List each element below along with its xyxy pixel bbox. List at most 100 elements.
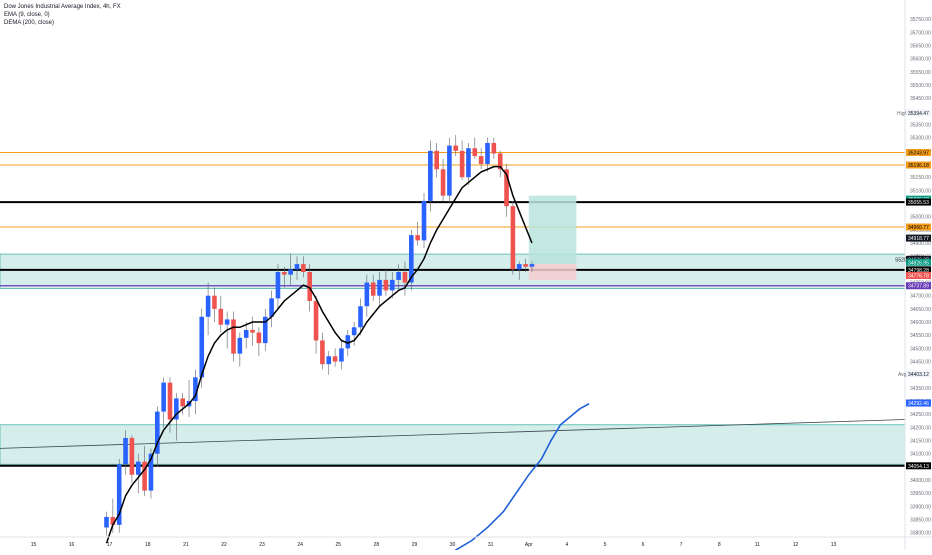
x-tick-label: 29: [412, 542, 418, 548]
x-tick-label: 12: [793, 542, 799, 548]
candle-body: [326, 356, 332, 365]
candle-body: [123, 437, 128, 465]
candle-body: [383, 279, 389, 291]
candle-body: [212, 295, 217, 309]
candle-body: [142, 461, 147, 491]
candle-body: [129, 437, 135, 475]
x-tick-label: 17: [107, 542, 113, 548]
candle-body: [459, 150, 465, 178]
candle-body: [364, 282, 370, 307]
price-tag-bg: [906, 148, 931, 156]
y-tick-label: 34650.00: [910, 307, 931, 313]
y-tick-label: 33900.00: [910, 504, 931, 510]
price-tag-bg: [906, 282, 931, 290]
candle-body: [447, 145, 452, 196]
price-tag-bg: [906, 161, 931, 169]
y-tick-label: 35150.00: [910, 175, 931, 181]
candle-body: [256, 332, 262, 344]
x-tick-label: 30: [450, 542, 456, 548]
high-tag-bg: [906, 109, 931, 117]
avg-value: 34403.12: [908, 372, 929, 378]
candle-body: [472, 148, 478, 157]
x-tick-label: 28: [374, 542, 380, 548]
candle-body: [243, 329, 249, 338]
candle-body: [510, 206, 516, 270]
y-tick-label: 33950.00: [910, 491, 931, 497]
x-tick-label: Apr: [525, 542, 533, 548]
candle-body: [396, 272, 401, 280]
support-zone-2: [0, 424, 906, 465]
candle-body: [205, 295, 211, 317]
price-tag-label: 34960.77: [908, 225, 929, 231]
y-tick-label: 34000.00: [910, 478, 931, 484]
dema-legend: DEMA (200, close): [4, 20, 55, 26]
candle-body: [523, 264, 528, 267]
candle-body: [440, 169, 446, 196]
candle-body: [167, 382, 173, 420]
avg-tag-bg: [906, 370, 931, 378]
y-tick-label: 34900.00: [910, 241, 931, 247]
candle-body: [288, 269, 293, 275]
price-tag-bg: [906, 223, 931, 231]
candle-body: [529, 264, 535, 267]
price-tag-label: 34054.13: [908, 464, 929, 470]
y-tick-label: 35000.00: [910, 215, 931, 221]
y-tick-label: 35750.00: [910, 17, 931, 23]
sell-prefix-label: S520: [895, 257, 907, 263]
candle-body: [161, 382, 166, 412]
candle-body: [104, 516, 109, 528]
candle-body: [135, 461, 141, 475]
y-tick-label: 34950.00: [910, 228, 931, 234]
x-tick-label: 31: [488, 542, 494, 548]
candle-body: [110, 516, 116, 525]
candle-body: [193, 377, 198, 402]
candle-body: [231, 319, 236, 354]
candle-body: [428, 150, 433, 201]
high-label: High: [897, 111, 908, 117]
x-tick-label: 15: [31, 542, 37, 548]
candle-body: [301, 264, 306, 272]
x-tick-label: 4: [565, 542, 568, 548]
x-tick-label: 21: [183, 542, 189, 548]
ema-line: [105, 165, 533, 544]
candle-body: [116, 464, 122, 525]
candle-body: [485, 142, 490, 165]
price-tag-bg: [906, 234, 931, 242]
candle-body: [313, 300, 319, 341]
y-tick-label: 35350.00: [910, 123, 931, 129]
y-tick-label: 35600.00: [910, 57, 931, 63]
x-tick-label: 5: [604, 542, 607, 548]
candle-body: [504, 169, 509, 207]
price-tag-label: 35055.53: [908, 200, 929, 206]
candle-body: [332, 356, 338, 362]
candle-body: [377, 279, 382, 296]
price-tag-label: 35196.18: [908, 163, 929, 169]
y-tick-label: 34500.00: [910, 346, 931, 352]
candle-body: [237, 337, 243, 354]
price-tag-bg: [906, 271, 931, 279]
avg-label: Avg: [898, 372, 907, 378]
chart-title: Dow Jones Industrial Average Index, 4h, …: [4, 4, 121, 10]
candle-body: [516, 264, 522, 270]
candle-body: [478, 156, 484, 165]
y-tick-label: 34550.00: [910, 333, 931, 339]
y-tick-label: 35700.00: [910, 30, 931, 36]
candle-body: [250, 329, 255, 333]
y-tick-label: 35450.00: [910, 96, 931, 102]
price-tag-bg: [906, 462, 931, 470]
price-tag-bg: [906, 266, 931, 274]
dema-line: [444, 402, 590, 555]
candle-body: [174, 398, 179, 420]
x-tick-label: 22: [221, 542, 227, 548]
candle-body: [351, 327, 357, 336]
y-tick-label: 34150.00: [910, 439, 931, 445]
candle-body: [466, 148, 471, 178]
y-tick-label: 34250.00: [910, 412, 931, 418]
y-tick-label: 33850.00: [910, 518, 931, 524]
y-tick-label: 34200.00: [910, 425, 931, 431]
candle-body: [307, 272, 312, 301]
x-tick-label: 6: [642, 542, 645, 548]
y-tick-label: 35650.00: [910, 44, 931, 50]
